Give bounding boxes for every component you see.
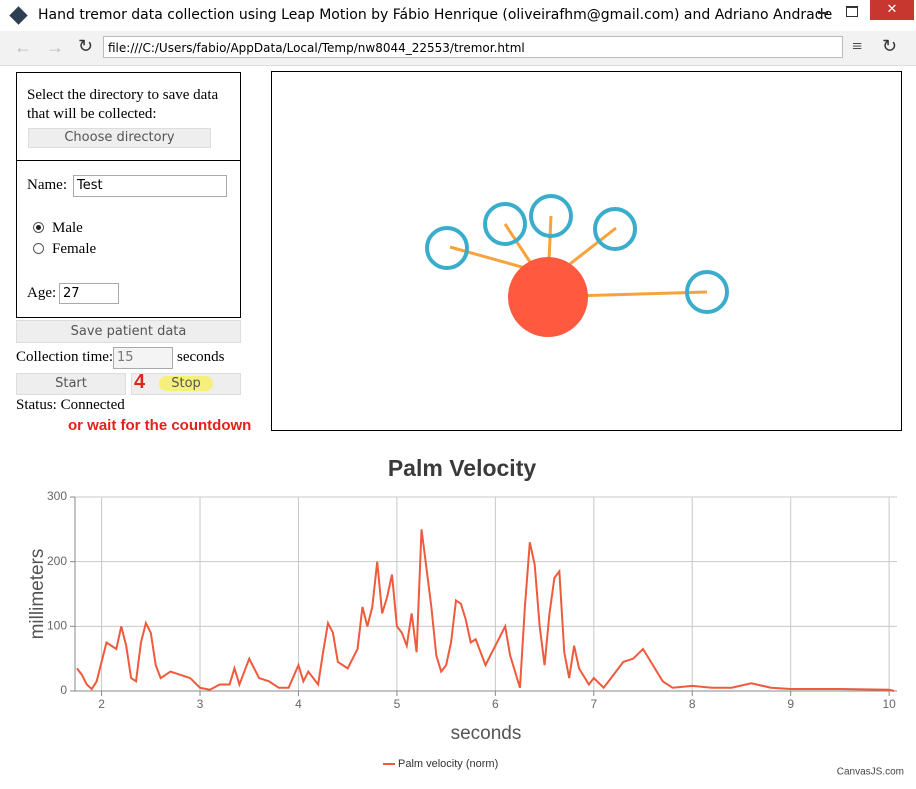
x-tick-label: 10 — [882, 697, 896, 711]
fingertip — [425, 226, 469, 270]
window-title: Hand tremor data collection using Leap M… — [38, 7, 833, 23]
x-tick-label: 5 — [394, 697, 401, 711]
collection-time-label: Collection time: — [16, 349, 114, 365]
age-input[interactable]: 27 — [59, 283, 119, 304]
x-tick-label: 9 — [787, 697, 794, 711]
legend-label: Palm velocity (norm) — [398, 758, 498, 770]
age-label: Age: — [27, 285, 57, 301]
collection-time-unit: seconds — [177, 349, 225, 365]
fingertip — [483, 202, 527, 246]
y-tick-label: 100 — [47, 619, 67, 633]
male-label: Male — [52, 220, 83, 236]
fingertip — [593, 207, 637, 251]
directory-panel: Select the directory to save data that w… — [16, 72, 241, 161]
name-label: Name: — [27, 177, 67, 193]
chart-title: Palm Velocity — [388, 455, 537, 481]
y-tick-label: 200 — [47, 554, 67, 568]
female-label: Female — [52, 241, 97, 257]
start-button[interactable]: Start — [16, 373, 126, 395]
directory-prompt: Select the directory to save data that w… — [27, 87, 219, 122]
collection-time-input[interactable]: 15 — [113, 347, 173, 369]
reload-button[interactable]: ↻ — [78, 36, 94, 56]
back-button[interactable]: ← — [14, 37, 32, 57]
name-input[interactable]: Test — [73, 175, 227, 197]
fingertips — [425, 194, 729, 314]
x-tick-label: 7 — [590, 697, 597, 711]
choose-directory-button[interactable]: Choose directory — [28, 128, 211, 148]
maximize-button[interactable] — [846, 6, 858, 17]
menu-button[interactable]: ≡ — [852, 36, 863, 56]
y-tick-label: 300 — [47, 489, 67, 503]
stop-button[interactable]: Stop — [131, 373, 241, 395]
male-radio[interactable] — [33, 222, 44, 233]
bone — [570, 290, 708, 298]
x-tick-label: 8 — [689, 697, 696, 711]
y-axis-label: millimeters — [27, 549, 48, 640]
chart: Palm Velocity seconds millimeters Canvas… — [27, 455, 904, 778]
title-bar: Hand tremor data collection using Leap M… — [0, 0, 916, 32]
status: Status: Connected — [16, 397, 125, 413]
x-tick-label: 3 — [197, 697, 204, 711]
forward-button[interactable]: → — [46, 37, 64, 57]
app-icon — [9, 6, 28, 25]
female-radio[interactable] — [33, 243, 44, 254]
x-tick-label: 2 — [98, 697, 105, 711]
x-tick-label: 6 — [492, 697, 499, 711]
hand-canvas — [271, 71, 902, 431]
minimize-button[interactable] — [818, 12, 828, 14]
x-tick-label: 4 — [295, 697, 302, 711]
step-number: 4 — [134, 371, 146, 393]
stop-label: Stop — [159, 376, 213, 391]
refresh-button[interactable]: ↻ — [882, 36, 898, 56]
patient-panel: Name: Test Male Female Age: 27 — [16, 160, 241, 318]
fingertip — [685, 270, 729, 314]
fingertip — [529, 194, 573, 238]
close-button[interactable]: ✕ — [870, 0, 914, 20]
data-line — [76, 529, 895, 692]
palm — [508, 257, 588, 337]
credit: CanvasJS.com — [837, 767, 904, 778]
x-axis-label: seconds — [451, 723, 522, 744]
y-tick-label: 0 — [60, 683, 67, 697]
hint: or wait for the countdown — [68, 417, 252, 434]
bone — [547, 215, 553, 262]
address-bar[interactable]: file:///C:/Users/fabio/AppData/Local/Tem… — [103, 36, 843, 58]
save-button[interactable]: Save patient data — [16, 320, 241, 343]
